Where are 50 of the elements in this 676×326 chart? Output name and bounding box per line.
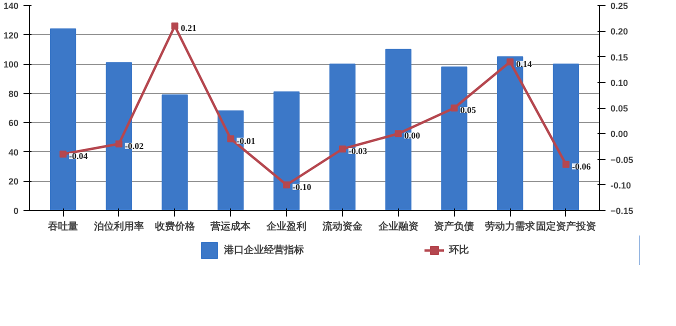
data-label: -0.04	[69, 151, 88, 162]
legend-label: 环比	[449, 244, 469, 257]
legend-label: 港口企业经营指标	[224, 244, 304, 257]
y2-tick-label: 0.00	[610, 129, 628, 140]
data-label: -0.06	[572, 161, 592, 172]
y-tick-label: 100	[3, 60, 19, 70]
data-label: -0.01	[236, 136, 256, 146]
point	[171, 22, 178, 30]
x-tick-label: 收费价格	[154, 220, 196, 232]
data-label: 0.05	[460, 105, 476, 115]
y-tick-label: 80	[8, 88, 19, 99]
data-label: 0.21	[180, 23, 198, 33]
point	[506, 58, 514, 66]
x-tick-label: 营运成本	[210, 220, 252, 232]
x-tick-label: 企业盈利	[266, 220, 307, 232]
data-label: -0.03	[348, 146, 368, 156]
x-tick-label: 资产负债	[434, 220, 474, 232]
y-tick-label: 120	[3, 30, 19, 40]
y-tick-label: 60	[8, 118, 19, 128]
data-label: 0.14	[516, 58, 532, 69]
y2-tick-label: 0.20	[610, 26, 628, 37]
y2-tick-label: −0.05	[610, 154, 634, 165]
x-tick-label: 企业融资	[377, 220, 418, 232]
x-tick-label: 吞吐量	[47, 220, 78, 232]
y2-tick-label: −0.15	[610, 206, 634, 216]
y2-tick-label: 0.15	[610, 52, 628, 62]
y-tick-label: 20	[8, 176, 19, 187]
point	[562, 160, 570, 168]
y2-tick-label: -0.10	[610, 180, 632, 190]
y-tick-label: 0	[13, 206, 19, 216]
point	[283, 181, 290, 188]
point	[450, 104, 458, 112]
bar	[162, 94, 188, 210]
x-tick-label: 泊位利用率	[92, 220, 144, 232]
point	[115, 140, 122, 148]
y2-tick-label: 0.05	[610, 104, 628, 114]
data-label: -0.10	[292, 182, 312, 192]
y-tick-label: 40	[8, 147, 19, 158]
x-tick-label: 固定资产投资	[536, 220, 596, 232]
point	[227, 135, 234, 142]
y-tick-label: 140	[3, 1, 19, 11]
point	[394, 130, 402, 138]
x-tick-label: 流动资金	[321, 220, 364, 232]
point	[338, 146, 346, 152]
point	[60, 150, 67, 158]
y2-tick-label: 0.10	[610, 78, 628, 88]
data-label: -0.02	[124, 140, 144, 151]
y2-tick-label: 0.25	[610, 1, 628, 11]
x-tick-label: 劳动力需求	[485, 220, 536, 232]
data-label: 0.00	[404, 130, 421, 141]
